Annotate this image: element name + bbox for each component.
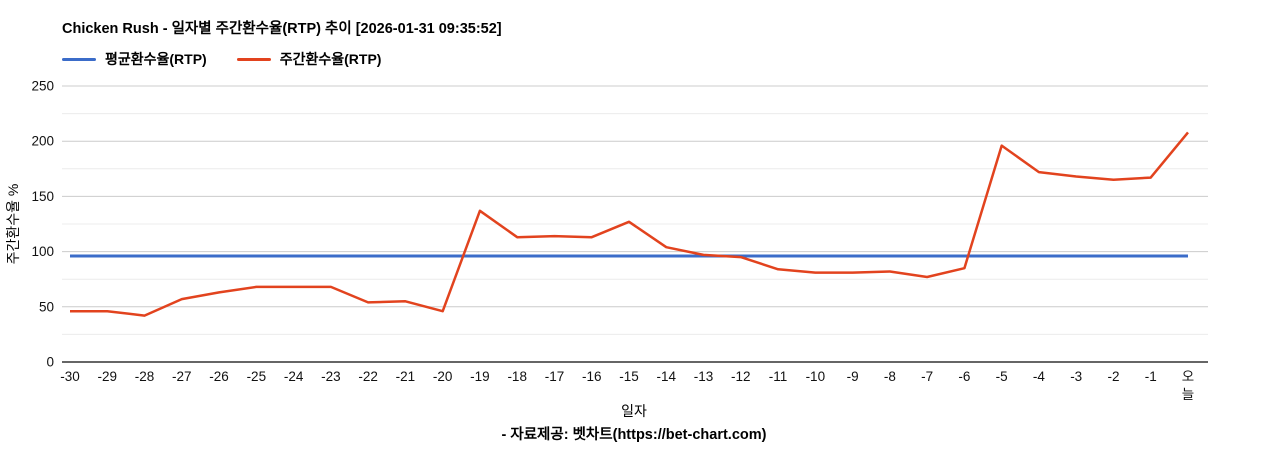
x-tick-label: -1 (1145, 369, 1157, 384)
x-tick-label: -5 (996, 369, 1008, 384)
x-tick-label: -18 (507, 369, 527, 384)
legend-label-average: 평균환수율(RTP) (105, 51, 207, 67)
x-tick-label: -28 (135, 369, 155, 384)
data-source: - 자료제공: 벳차트(https://bet-chart.com) (501, 427, 767, 443)
weekly-rtp-line (70, 131, 1189, 317)
y-tick-label: 0 (46, 355, 54, 370)
x-tick-label: -6 (958, 369, 970, 384)
x-tick-label: -21 (396, 369, 416, 384)
x-axis-title: 일자 (621, 403, 647, 419)
x-tick-label: -7 (921, 369, 933, 384)
x-tick-label: -3 (1070, 369, 1082, 384)
legend-label-weekly: 주간환수율(RTP) (279, 51, 382, 67)
x-tick-label: -4 (1033, 369, 1045, 384)
x-tick-label: -15 (619, 369, 639, 384)
x-tick-label: -22 (358, 369, 378, 384)
x-tick-label: -8 (884, 369, 896, 384)
chart-title: Chicken Rush - 일자별 주간환수율(RTP) 추이 [2026-0… (62, 21, 502, 37)
y-tick-label: 50 (39, 299, 54, 314)
x-tick-label: -20 (433, 369, 453, 384)
x-tick-label: -13 (694, 369, 714, 384)
x-tick-label: -12 (731, 369, 751, 384)
x-tick-label: -17 (545, 369, 565, 384)
x-tick-label: -23 (321, 369, 341, 384)
y-tick-label: 100 (31, 244, 54, 259)
x-tick-label: -27 (172, 369, 192, 384)
y-axis-title: 주간환수율 % (5, 184, 21, 265)
x-tick-label: -10 (806, 369, 826, 384)
y-tick-label: 200 (31, 134, 54, 149)
x-tick-label: -29 (98, 369, 118, 384)
average-line-swatch-icon (62, 57, 96, 61)
legend-item-average: 평균환수율(RTP) (62, 49, 207, 69)
x-tick-label: -26 (209, 369, 229, 384)
x-tick-label: -25 (247, 369, 267, 384)
x-tick-label: -19 (470, 369, 490, 384)
x-tick-label: -9 (847, 369, 859, 384)
legend-item-weekly: 주간환수율(RTP) (236, 49, 382, 69)
chart-plot: 0 50 100 150 200 250 -30 -29 -28 -27 -26 -25 -24 -23 -… (5, 79, 1208, 402)
x-tick-label: -24 (284, 369, 304, 384)
y-tick-label: 250 (31, 79, 54, 94)
x-tick-label: -2 (1107, 369, 1119, 384)
x-tick-label: -30 (60, 369, 80, 384)
legend: 평균환수율(RTP) 주간환수율(RTP) (62, 49, 381, 69)
x-tick-label: -11 (769, 369, 788, 384)
weekly-line-swatch-icon (236, 57, 271, 61)
x-tick-label: -16 (582, 369, 602, 384)
x-tick-label: -14 (657, 369, 677, 384)
y-tick-label: 150 (31, 189, 54, 204)
